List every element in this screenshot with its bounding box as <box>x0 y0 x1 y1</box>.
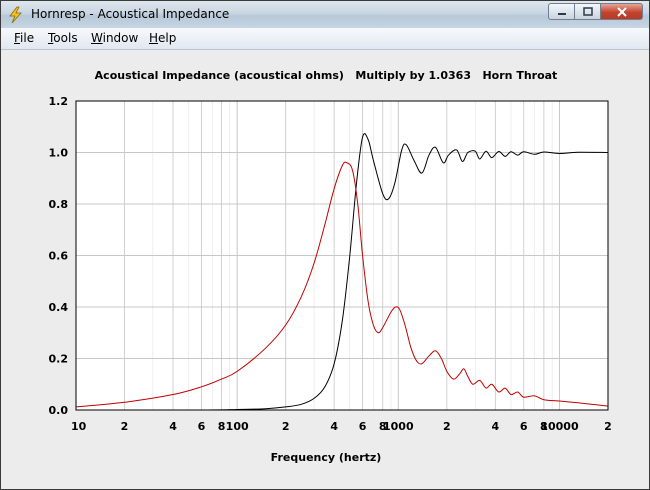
menu-file[interactable]: File <box>14 31 34 45</box>
x-tick-label: 6 <box>198 420 206 433</box>
x-axis-label: Frequency (hertz) <box>271 451 382 464</box>
x-tick-label: 10000 <box>540 420 579 433</box>
menu-help-accel: H <box>149 31 159 45</box>
series-line-black <box>76 133 609 411</box>
menu-window-accel: W <box>91 31 103 45</box>
y-axis-ticks: 0.0 0.2 0.4 0.6 0.8 1.0 1.2 <box>49 95 69 417</box>
x-tick-label: 2 <box>604 420 612 433</box>
y-tick-label: 1.0 <box>49 147 69 160</box>
menu-tools-accel: T <box>48 31 54 45</box>
lightning-bolt-icon <box>7 6 25 24</box>
menu-window[interactable]: Window <box>91 31 138 45</box>
minimize-button[interactable] <box>548 3 574 20</box>
menu-help-label: elp <box>158 31 177 45</box>
x-tick-label: 8 <box>540 420 548 433</box>
window-title: Hornresp - Acoustical Impedance <box>31 7 230 21</box>
y-tick-label: 0.2 <box>49 353 69 366</box>
x-tick-label: 8 <box>218 420 226 433</box>
menu-help[interactable]: Help <box>149 31 176 45</box>
y-tick-label: 1.2 <box>49 95 69 108</box>
menu-bar: File Tools Window Help <box>1 28 649 50</box>
title-bar[interactable]: Hornresp - Acoustical Impedance <box>1 1 649 28</box>
x-tick-label: 1000 <box>383 420 414 433</box>
x-tick-label: 6 <box>520 420 528 433</box>
minimize-icon <box>557 12 566 15</box>
x-tick-label: 2 <box>282 420 290 433</box>
x-tick-label: 4 <box>330 420 338 433</box>
x-tick-label: 2 <box>443 420 451 433</box>
close-icon <box>616 6 627 17</box>
x-tick-label: 2 <box>121 420 129 433</box>
x-tick-label: 4 <box>492 420 500 433</box>
caption-buttons <box>548 3 643 21</box>
x-tick-label: 6 <box>359 420 367 433</box>
menu-window-label: indow <box>102 31 139 45</box>
series-lines <box>75 133 609 411</box>
maximize-button[interactable] <box>574 3 600 20</box>
plot-frame <box>75 100 609 411</box>
chart-area: Acoustical Impedance (acoustical ohms) M… <box>1 50 649 489</box>
x-tick-label: 10 <box>71 420 87 433</box>
y-tick-label: 0.8 <box>49 198 69 211</box>
menu-tools[interactable]: Tools <box>48 31 78 45</box>
y-tick-label: 0.6 <box>49 250 69 263</box>
series-line-red <box>75 161 609 408</box>
chart-title: Acoustical Impedance (acoustical ohms) M… <box>95 69 558 82</box>
impedance-chart: Acoustical Impedance (acoustical ohms) M… <box>49 69 612 464</box>
maximize-icon <box>582 6 593 16</box>
menu-file-accel: F <box>14 31 21 45</box>
y-tick-label: 0.4 <box>49 301 69 314</box>
x-tick-label: 100 <box>226 420 249 433</box>
y-tick-label: 0.0 <box>49 404 69 417</box>
menu-file-label: ile <box>20 31 35 45</box>
close-button[interactable] <box>600 3 643 20</box>
menu-tools-label: ools <box>53 31 78 45</box>
grid-lines <box>76 101 608 410</box>
x-tick-label: 4 <box>169 420 177 433</box>
x-tick-label: 8 <box>379 420 387 433</box>
